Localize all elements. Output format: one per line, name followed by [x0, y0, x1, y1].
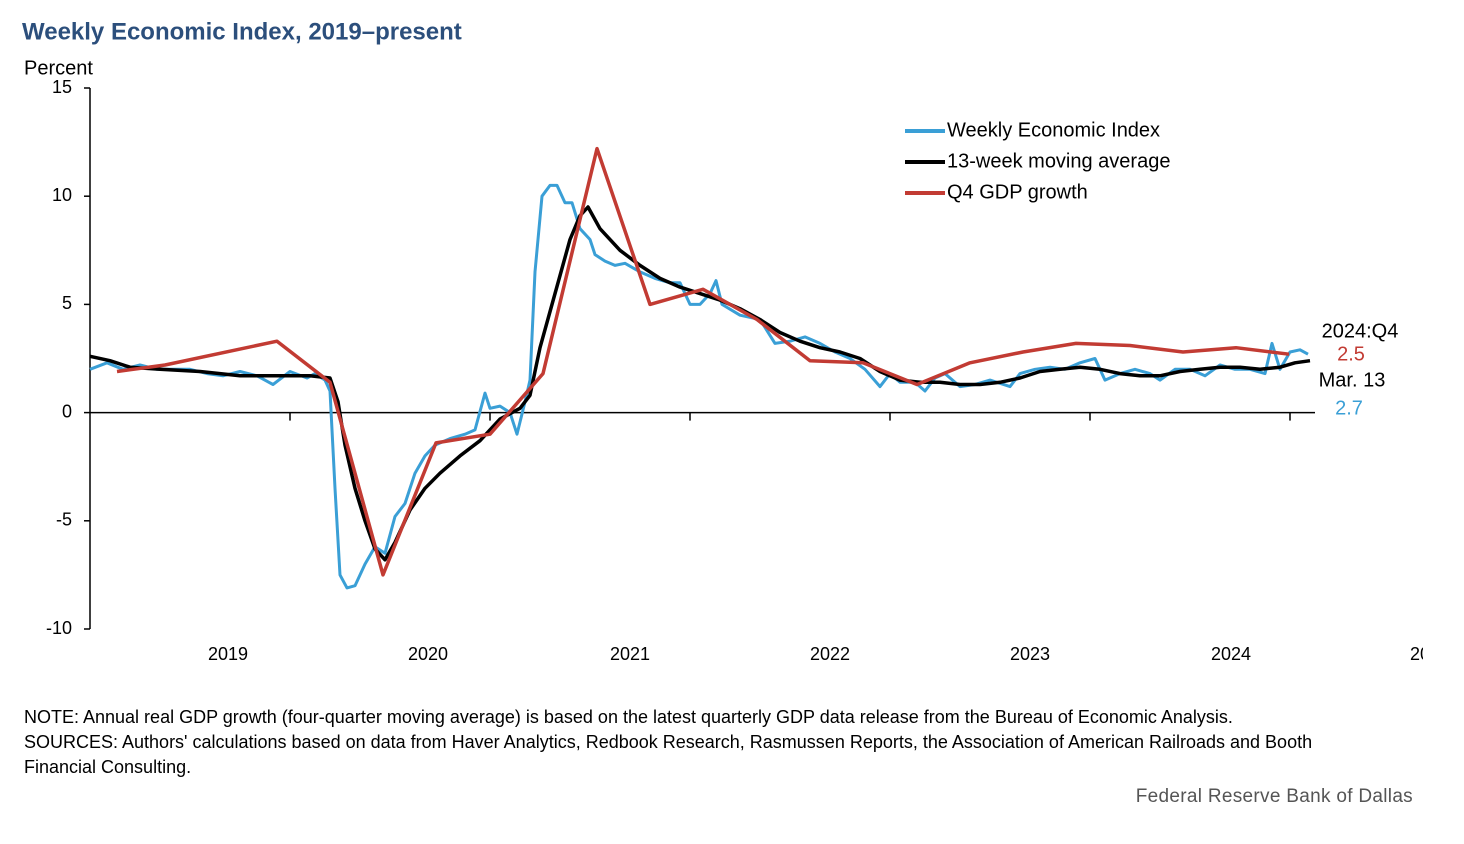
sources: SOURCES: Authors' calculations based on … — [24, 732, 1313, 777]
notes: NOTE: Annual real GDP growth (four-quart… — [24, 705, 1344, 780]
annotation: 2.7 — [1335, 397, 1363, 419]
source: Federal Reserve Bank of Dallas — [1135, 786, 1413, 807]
y-tick-label: 0 — [62, 401, 72, 421]
chart: Weekly Economic Index, 2019–present Perc… — [22, 18, 1423, 664]
x-tick-label: 2021 — [610, 644, 650, 664]
y-tick-label: 15 — [52, 77, 72, 97]
annotation: 2024:Q4 — [1322, 320, 1399, 342]
x-tick-label: 20 — [1410, 644, 1423, 664]
y-tick-label: 10 — [52, 185, 72, 205]
series-line — [89, 183, 1309, 590]
note: NOTE: Annual real GDP growth (four-quart… — [24, 707, 1233, 727]
x-tick-label: 2023 — [1010, 644, 1050, 664]
annotation: 2.5 — [1337, 343, 1365, 365]
x-tick-label: 2019 — [208, 644, 248, 664]
legend-label: 13-week moving average — [947, 150, 1170, 172]
series-line — [116, 146, 1290, 577]
y-axis-label: Percent — [24, 57, 93, 79]
legend-label: Q4 GDP growth — [947, 181, 1088, 203]
x-tick-label: 2022 — [810, 644, 850, 664]
annotation: Mar. 13 — [1319, 369, 1386, 391]
chart-title: Weekly Economic Index, 2019–present — [22, 18, 462, 45]
x-tick-label: 2020 — [408, 644, 448, 664]
y-tick-label: 5 — [62, 293, 72, 313]
x-tick-label: 2024 — [1211, 644, 1251, 664]
y-tick-label: -10 — [46, 618, 72, 638]
series-line — [89, 205, 1311, 562]
y-tick-label: -5 — [56, 510, 72, 530]
legend-label: Weekly Economic Index — [947, 119, 1160, 141]
